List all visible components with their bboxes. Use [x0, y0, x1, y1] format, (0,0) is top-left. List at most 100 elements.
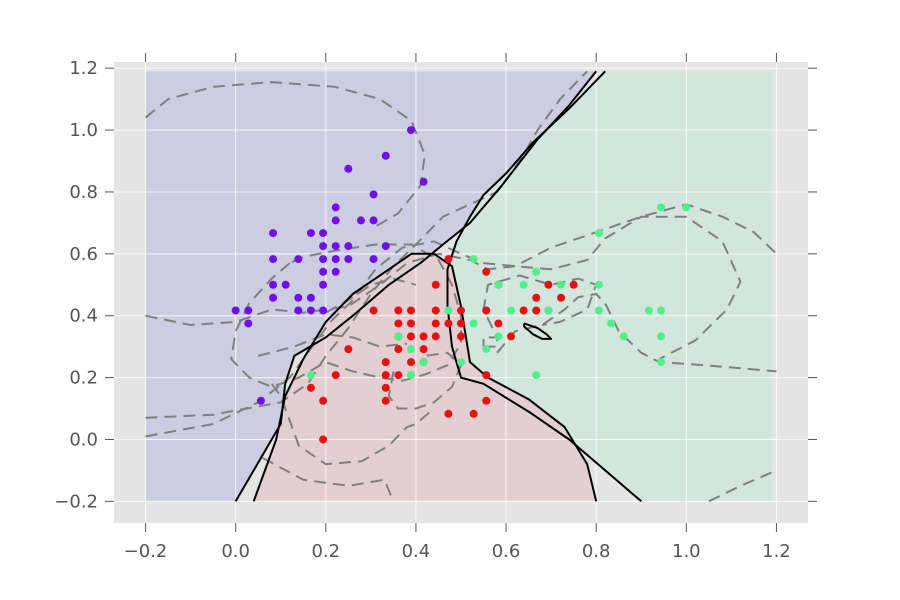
- data-point: [331, 216, 340, 225]
- data-point: [431, 280, 440, 289]
- data-point: [607, 319, 616, 328]
- data-point: [369, 216, 378, 225]
- data-point: [269, 293, 278, 302]
- data-point: [657, 203, 666, 212]
- data-point: [406, 332, 415, 341]
- data-point: [281, 280, 290, 289]
- contour-line: [325, 277, 417, 314]
- data-point: [306, 371, 315, 380]
- data-point: [344, 164, 353, 173]
- data-point: [331, 242, 340, 251]
- grid-lines: [114, 62, 808, 523]
- data-point: [507, 306, 516, 315]
- y-tick-label: 1.0: [69, 120, 98, 141]
- green-class-region: [447, 71, 772, 502]
- data-point: [444, 319, 453, 328]
- data-point: [344, 255, 353, 264]
- data-point: [482, 345, 491, 354]
- data-point: [494, 332, 503, 341]
- data-point: [457, 319, 465, 328]
- data-point: [319, 280, 328, 289]
- data-point: [532, 371, 541, 380]
- data-point: [269, 255, 278, 264]
- data-point: [319, 267, 328, 276]
- data-point: [319, 396, 328, 405]
- data-point: [406, 371, 415, 380]
- boundary-line: [446, 70, 642, 503]
- contour-line: [262, 457, 395, 502]
- data-point: [444, 255, 453, 264]
- data-point: [482, 396, 491, 405]
- data-point: [306, 293, 315, 302]
- y-tick-label: 0.0: [69, 429, 98, 450]
- data-point: [457, 332, 465, 341]
- data-point: [331, 371, 340, 380]
- class-regions: [145, 71, 772, 502]
- data-point: [394, 332, 403, 341]
- x-tick-label: 0.6: [492, 541, 521, 562]
- data-point: [394, 319, 403, 328]
- y-tick-label: 1.2: [69, 58, 98, 79]
- data-point: [381, 151, 390, 160]
- data-point: [444, 306, 453, 315]
- boundary-line: [252, 252, 598, 502]
- data-point: [269, 229, 278, 238]
- data-point: [644, 306, 653, 315]
- data-point: [344, 345, 353, 354]
- y-tick-label: 0.6: [69, 244, 98, 265]
- data-point: [419, 345, 428, 354]
- data-point: [294, 306, 303, 315]
- data-point: [469, 409, 478, 418]
- data-point: [594, 280, 603, 289]
- data-point: [444, 409, 453, 418]
- x-tick-label: 0.8: [582, 541, 611, 562]
- x-tick-labels: −0.2 0.0 0.2 0.4 0.6 0.8 1.0 1.2: [124, 541, 791, 562]
- data-point: [519, 306, 528, 315]
- data-point: [369, 306, 378, 315]
- data-point: [431, 306, 440, 315]
- contour-line: [257, 333, 408, 357]
- data-point: [406, 358, 415, 367]
- data-point: [419, 177, 428, 186]
- data-point: [469, 255, 478, 264]
- x-tick-label: 0.4: [402, 541, 431, 562]
- data-point: [544, 306, 553, 315]
- data-point: [269, 280, 278, 289]
- y-tick-label: 0.4: [69, 306, 98, 327]
- y-tick-label: 0.2: [69, 368, 98, 389]
- x-tick-label: 0.2: [311, 541, 340, 562]
- data-point: [431, 319, 440, 328]
- data-point: [306, 229, 315, 238]
- data-point: [657, 358, 666, 367]
- data-points: [231, 126, 691, 444]
- data-point: [381, 396, 390, 405]
- data-point: [369, 255, 378, 264]
- contour-line: [230, 243, 462, 388]
- data-point: [381, 371, 390, 380]
- data-point: [256, 396, 265, 405]
- data-point: [594, 229, 603, 238]
- contour-line: [482, 274, 598, 329]
- data-point: [419, 358, 428, 367]
- data-point: [344, 242, 353, 251]
- data-point: [482, 306, 491, 315]
- data-point: [482, 267, 491, 276]
- data-point: [569, 280, 578, 289]
- data-point: [244, 306, 253, 315]
- data-point: [406, 126, 415, 135]
- x-tick-label: −0.2: [124, 541, 168, 562]
- data-point: [406, 306, 415, 315]
- data-point: [294, 293, 303, 302]
- data-point: [457, 306, 465, 315]
- data-point: [431, 332, 440, 341]
- data-point: [406, 319, 415, 328]
- data-point: [532, 267, 541, 276]
- data-point: [331, 203, 340, 212]
- data-point: [557, 280, 566, 289]
- contour-line: [145, 70, 588, 419]
- contour-line: [708, 469, 777, 503]
- data-point: [319, 435, 328, 444]
- decision-boundaries: [234, 70, 642, 503]
- data-point: [356, 216, 365, 225]
